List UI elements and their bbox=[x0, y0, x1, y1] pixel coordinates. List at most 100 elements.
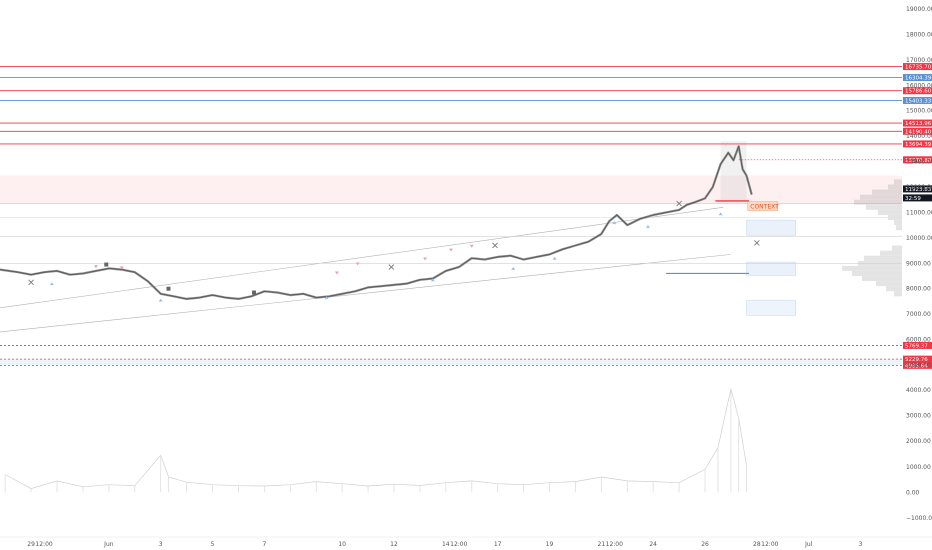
volume-profile-bar bbox=[860, 194, 902, 200]
volume-profile-bar bbox=[894, 220, 902, 226]
current-price-label: 11923.83 bbox=[905, 187, 932, 193]
time-axis-tick-label: 19 bbox=[546, 541, 554, 548]
time-axis-tick-label: Jul bbox=[804, 541, 813, 548]
zones-layer bbox=[0, 141, 902, 366]
level-price-label: 15403.33 bbox=[905, 98, 932, 104]
buy-marker bbox=[430, 278, 435, 282]
level-price-tag bbox=[903, 87, 932, 95]
order-block-box bbox=[746, 219, 796, 236]
current-price-tag bbox=[903, 194, 932, 202]
level-price-tag bbox=[903, 355, 932, 363]
time-axis-tick-label: 14 bbox=[442, 541, 450, 548]
volume-axis-tick-label: 2000.00 bbox=[906, 438, 931, 445]
level-price-label: 13694.39 bbox=[905, 142, 932, 148]
time-axis-tick-label: 5 bbox=[211, 541, 215, 548]
level-price-tag bbox=[903, 119, 932, 127]
time-axis-tick-label: 17 bbox=[494, 541, 502, 548]
volume-profile-bar bbox=[892, 245, 902, 251]
trend-line bbox=[0, 207, 724, 309]
volume-profile-bar bbox=[872, 189, 902, 195]
time-axis-tick-label: 29 bbox=[27, 541, 35, 548]
volume-profile-bar bbox=[886, 286, 902, 292]
current-price-tag bbox=[903, 185, 932, 193]
volume-line bbox=[5, 388, 747, 489]
price-axis-tick-label: 14000.00 bbox=[906, 133, 932, 140]
sell-marker bbox=[93, 265, 98, 269]
price-axis-tick-label: 8000.00 bbox=[906, 286, 931, 293]
time-axis-tick-label: 7 bbox=[262, 541, 266, 548]
volume-profile-bar bbox=[864, 255, 902, 261]
levels-layer: 16735.70 16304.39 15786.60 15403.33 14513.96… bbox=[0, 63, 932, 369]
volume-profile-bar bbox=[842, 265, 902, 271]
volume-layer bbox=[4, 388, 747, 493]
buy-marker bbox=[324, 296, 329, 300]
price-axis-tick-label: 6000.00 bbox=[906, 337, 931, 344]
markers-layer: CONTEXT bbox=[28, 143, 779, 302]
order-block-box bbox=[746, 261, 796, 276]
resistance-zone bbox=[0, 175, 902, 204]
volume-profile-bar bbox=[894, 179, 902, 185]
level-price-tag bbox=[903, 63, 932, 71]
time-axis-tick-label: 10 bbox=[338, 541, 346, 548]
cross-marker bbox=[754, 240, 760, 246]
level-price-label: 4985.64 bbox=[905, 363, 928, 369]
cross-marker bbox=[676, 200, 682, 207]
buy-marker bbox=[718, 212, 723, 216]
time-axis-tick-label: 12 bbox=[390, 541, 398, 548]
volume-profile-bar bbox=[896, 225, 902, 231]
volume-profile-bar bbox=[854, 199, 902, 205]
volume-profile-bar bbox=[880, 250, 902, 256]
level-price-tag bbox=[903, 341, 932, 349]
cross-marker bbox=[388, 264, 395, 270]
sell-marker bbox=[355, 262, 360, 266]
price-line bbox=[0, 145, 753, 300]
sell-marker bbox=[119, 266, 124, 270]
level-price-tag bbox=[903, 361, 932, 369]
volume-axis-tick-label: −1000.00 bbox=[906, 515, 932, 522]
level-price-tag bbox=[903, 140, 932, 148]
price-axis-tick-label: 11000.00 bbox=[906, 209, 932, 216]
buy-marker bbox=[645, 224, 650, 228]
price-layer bbox=[0, 145, 753, 300]
sell-marker bbox=[423, 257, 428, 261]
square-marker bbox=[104, 262, 109, 267]
price-line-core bbox=[0, 146, 752, 300]
cross-marker bbox=[28, 279, 34, 286]
current-price-label: 32:59 bbox=[905, 196, 921, 202]
order-block-box bbox=[746, 299, 796, 316]
volume-profile-bar bbox=[866, 204, 902, 210]
price-axis-tick-label: 12000.00 bbox=[906, 184, 932, 191]
price-axis-tick-label: 10000.00 bbox=[906, 235, 932, 242]
volume-profile-bar bbox=[876, 281, 902, 287]
support-zone bbox=[0, 359, 902, 366]
price-axis-tick-label: 7000.00 bbox=[906, 311, 931, 318]
level-price-label: 14513.96 bbox=[905, 121, 932, 127]
time-axis-tick-label: 21 bbox=[598, 541, 606, 548]
volume-profile-bar bbox=[862, 276, 902, 282]
buy-marker bbox=[158, 298, 163, 302]
level-price-label: 5229.76 bbox=[905, 357, 928, 363]
buy-marker bbox=[552, 256, 557, 260]
price-axis-tick-label: 13000.00 bbox=[906, 159, 932, 166]
level-price-label: 16735.70 bbox=[905, 65, 932, 71]
price-axis-tick-label: 18000.00 bbox=[906, 31, 932, 38]
time-axis-tick-label: 3 bbox=[859, 541, 863, 548]
price-axis-tick-label: 9000.00 bbox=[906, 260, 931, 267]
level-price-label: 5769.37 bbox=[905, 343, 928, 349]
time-axis-tick-label: 12:00 bbox=[761, 541, 778, 548]
range-box bbox=[720, 141, 747, 203]
price-axis-tick-label: 15000.00 bbox=[906, 108, 932, 115]
buy-marker bbox=[511, 266, 516, 270]
level-price-label: 15786.60 bbox=[905, 89, 932, 95]
level-price-label: 14190.40 bbox=[905, 129, 932, 135]
volume-profile-bar bbox=[894, 291, 902, 297]
square-marker bbox=[252, 290, 257, 295]
square-marker bbox=[166, 286, 171, 291]
price-axis-tick-label: 16000.00 bbox=[906, 82, 932, 89]
volume-profile-bar bbox=[878, 209, 902, 215]
volume-axis-tick-label: 1000.00 bbox=[906, 464, 931, 471]
buy-marker bbox=[612, 221, 617, 225]
trend-line bbox=[0, 254, 731, 333]
level-price-label: 16304.39 bbox=[905, 76, 932, 82]
